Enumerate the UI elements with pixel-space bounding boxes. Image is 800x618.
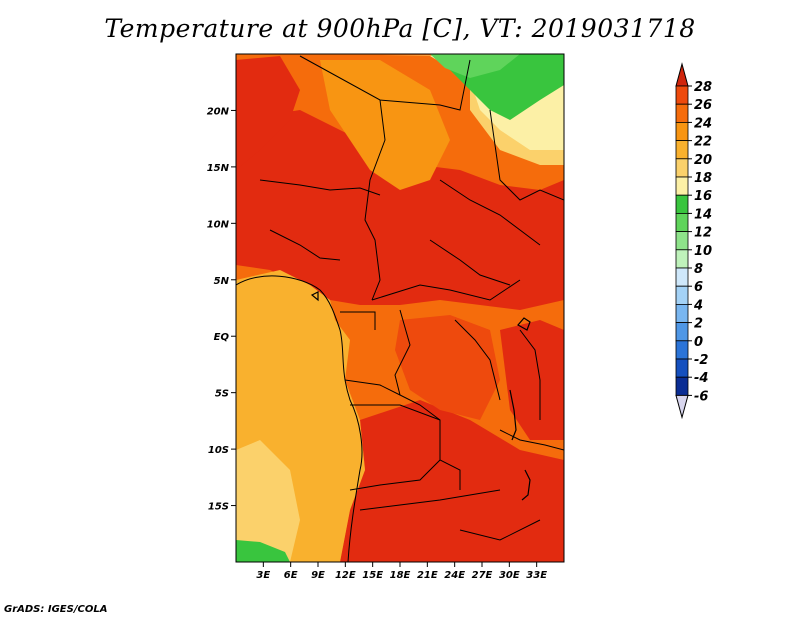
colorbar-segment [675, 358, 689, 378]
lon-tick-label: 27E [472, 570, 493, 581]
lon-tick-label: 21E [417, 570, 438, 581]
lat-tick-label: 10S [208, 445, 229, 456]
colorbar-label: 8 [694, 262, 703, 277]
colorbar-label: -4 [694, 371, 708, 386]
colorbar-segment [675, 322, 689, 342]
colorbar-segment [675, 303, 689, 323]
sahara-mild [320, 60, 450, 190]
longitude-axis: 3E 6E 9E 12E 15E 18E 21E 24E 27E 30E 33E [256, 562, 547, 581]
lat-tick-label: 10N [207, 219, 230, 230]
colorbar-label: 22 [694, 135, 712, 150]
temperature-field [236, 54, 564, 562]
lat-tick-label: EQ [214, 332, 230, 343]
colorbar-label: 2 [694, 317, 703, 332]
colorbar-segment [675, 285, 689, 305]
lat-tick-label: 20N [207, 106, 230, 117]
lat-tick-label: 15N [207, 163, 230, 174]
cold-patch-north-light [430, 54, 520, 78]
colorbar-label: 6 [694, 280, 703, 295]
colorbar-label: 14 [694, 207, 712, 222]
colorbar-bottom-arrow [675, 394, 689, 420]
colorbar-segment [675, 85, 689, 105]
lat-tick-label: 5S [215, 389, 229, 400]
colorbar-label: -2 [694, 353, 708, 368]
colorbar-label: 28 [694, 80, 712, 95]
lon-tick-label: 18E [390, 570, 411, 581]
colorbar-label: 24 [694, 116, 712, 131]
colorbar-segment [675, 267, 689, 287]
footer-credit: GrADS: IGES/COLA [4, 604, 108, 615]
lon-tick-label: 15E [362, 570, 383, 581]
basin-moderate [395, 315, 500, 420]
colorbar-label: 10 [694, 244, 712, 259]
colorbar-segment [675, 231, 689, 251]
country-borders [236, 55, 564, 562]
cold-patch-southwest [236, 540, 290, 562]
colorbar-segment [675, 340, 689, 360]
atlantic-cooler [236, 440, 300, 562]
colorbar-segment [675, 122, 689, 142]
colorbar-top-arrow [675, 62, 689, 87]
colorbar-label: 26 [694, 98, 712, 113]
lon-tick-label: 9E [311, 570, 325, 581]
colorbar-label: 16 [694, 189, 712, 204]
colorbar-label: 4 [693, 298, 703, 313]
lon-tick-label: 3E [256, 570, 270, 581]
warm-band-south [340, 400, 564, 562]
colorbar-segment [675, 103, 689, 123]
map-title: Temperature at 900hPa [C], VT: 201903171… [104, 14, 696, 43]
colorbar-segment [675, 249, 689, 269]
warm-band-north [236, 110, 564, 310]
colorbar-label: 20 [694, 153, 712, 168]
lon-tick-label: 24E [444, 570, 465, 581]
warm-band-west [236, 56, 300, 170]
colorbar-segment [675, 376, 689, 396]
colorbar-segment [675, 176, 689, 196]
colorbar-label: 0 [694, 335, 703, 350]
colorbar-label: 18 [694, 171, 712, 186]
lon-tick-label: 6E [284, 570, 298, 581]
lakes [310, 291, 531, 501]
colorbar-segment [675, 212, 689, 232]
warm-band-east [500, 320, 564, 440]
lat-tick-label: 15S [208, 502, 229, 513]
colorbar-label: -6 [694, 389, 708, 404]
latitude-axis: 20N 15N 10N 5N EQ 5S 10S 15S [207, 106, 236, 513]
lon-tick-label: 12E [335, 570, 356, 581]
lon-tick-label: 33E [526, 570, 547, 581]
colorbar-label: 12 [694, 226, 712, 241]
colorbar-segment [675, 194, 689, 214]
colorbar-segment [675, 140, 689, 160]
colorbar-segment [675, 158, 689, 178]
lon-tick-label: 30E [499, 570, 520, 581]
lat-tick-label: 5N [214, 276, 230, 287]
